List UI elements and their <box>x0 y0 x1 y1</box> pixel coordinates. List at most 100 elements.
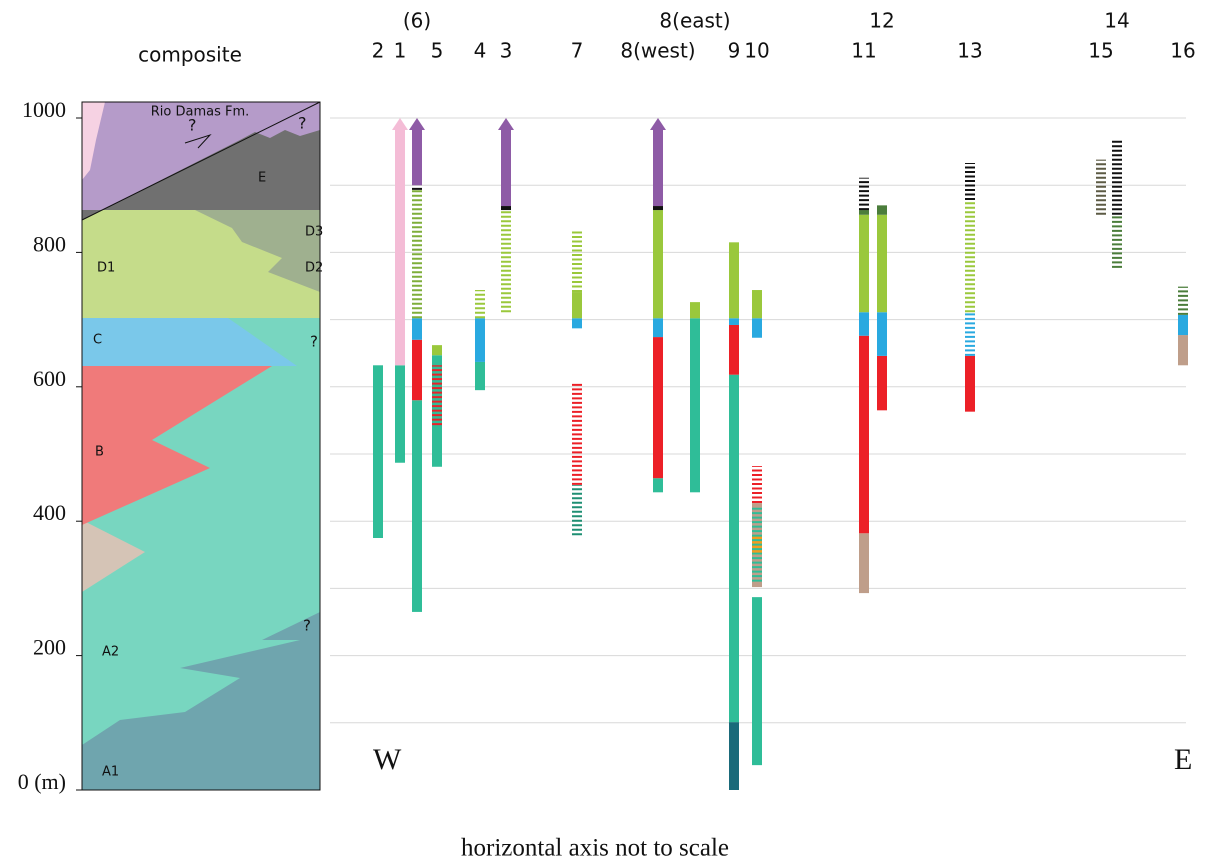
segment <box>877 312 887 356</box>
unit-label: ? <box>298 114 307 133</box>
segment <box>412 400 422 612</box>
segment <box>432 345 442 355</box>
segment <box>501 206 511 210</box>
column-label: 16 <box>1170 39 1195 63</box>
column-label: 2 <box>372 39 385 63</box>
segment <box>572 292 582 318</box>
unit-label: ? <box>188 116 197 135</box>
unit-label: A1 <box>102 765 119 780</box>
west-label: W <box>373 743 402 776</box>
column: 10 <box>744 39 769 766</box>
arrow-head <box>498 118 514 130</box>
segment <box>859 336 869 534</box>
segment <box>501 130 511 206</box>
column-label: 11 <box>851 39 876 63</box>
segment <box>690 302 700 318</box>
column-label: 1 <box>394 39 407 63</box>
segment <box>653 130 663 206</box>
column-label: (6) <box>403 9 431 33</box>
column-label: 7 <box>571 39 584 63</box>
segment <box>572 318 582 328</box>
segment <box>859 533 869 593</box>
unit-label: ? <box>303 617 311 635</box>
segment <box>653 210 663 318</box>
column: 1 <box>392 39 408 463</box>
column: 4 <box>474 39 487 391</box>
segment <box>475 362 485 390</box>
column-label: 10 <box>744 39 769 63</box>
segment <box>859 312 869 336</box>
column: 9 <box>728 39 741 791</box>
arrow-head <box>409 118 425 130</box>
column-label: 13 <box>957 39 982 63</box>
column-label: 8(east) <box>659 9 730 33</box>
arrow-head <box>650 118 666 130</box>
column-label: 5 <box>431 39 444 63</box>
column-label: 4 <box>474 39 487 63</box>
column: 8(west) <box>620 39 695 493</box>
footnote: horizontal axis not to scale <box>461 835 729 862</box>
segment <box>412 340 422 400</box>
column-label: 14 <box>1104 9 1129 33</box>
segment <box>752 290 762 318</box>
y-tick-label: 200 <box>33 635 66 660</box>
column-label: 8(west) <box>620 39 695 63</box>
column: 15 <box>1088 39 1113 215</box>
chart: composite W E horizontal axis not to sca… <box>0 0 1209 864</box>
unit-label: E <box>258 171 266 186</box>
segment <box>859 210 869 215</box>
column: 11 <box>851 39 876 594</box>
y-tick-label: 0 (m) <box>18 769 66 794</box>
column-label: 9 <box>728 39 741 63</box>
segment <box>373 365 383 538</box>
column: 7 <box>571 39 584 536</box>
unit-label: D2 <box>305 261 323 276</box>
east-label: E <box>1174 743 1192 776</box>
segment <box>752 597 762 765</box>
segment <box>653 318 663 337</box>
unit-label: A2 <box>102 645 119 660</box>
composite-column <box>82 102 320 790</box>
column: 8(east) <box>659 9 730 493</box>
unit-label: ? <box>310 333 318 351</box>
unit-label: B <box>95 445 104 460</box>
segment <box>653 206 663 210</box>
segment <box>690 318 700 492</box>
segment <box>877 215 887 312</box>
column-label: 3 <box>500 39 513 63</box>
y-tick-label: 600 <box>33 366 66 391</box>
segment <box>877 356 887 410</box>
column: 13 <box>957 39 982 412</box>
unit-label: D3 <box>305 225 323 240</box>
segment <box>395 130 405 365</box>
segment <box>412 318 422 340</box>
segment <box>475 318 485 362</box>
segment <box>729 242 739 318</box>
column: 2 <box>372 39 385 539</box>
segment <box>729 375 739 722</box>
segment <box>1178 335 1188 365</box>
unit-label: D1 <box>97 261 115 276</box>
column-label: 12 <box>869 9 894 33</box>
y-tick-label: 800 <box>33 231 66 256</box>
unit-label: C <box>93 333 102 348</box>
column: 3 <box>498 39 514 313</box>
segment <box>877 205 887 214</box>
segment <box>965 356 975 412</box>
segment <box>653 478 663 492</box>
segment <box>412 130 422 185</box>
segment <box>729 325 739 375</box>
composite-title: composite <box>138 43 242 67</box>
segment <box>653 337 663 478</box>
segment <box>729 722 739 790</box>
segment <box>752 318 762 337</box>
segment <box>1178 315 1188 335</box>
segment <box>395 365 405 462</box>
column: 12 <box>869 9 894 411</box>
segment <box>859 215 869 312</box>
column: 16 <box>1170 39 1195 366</box>
arrow-head <box>392 118 408 130</box>
y-tick-label: 400 <box>33 500 66 525</box>
column-label: 15 <box>1088 39 1113 63</box>
y-tick-label: 1000 <box>22 97 66 122</box>
